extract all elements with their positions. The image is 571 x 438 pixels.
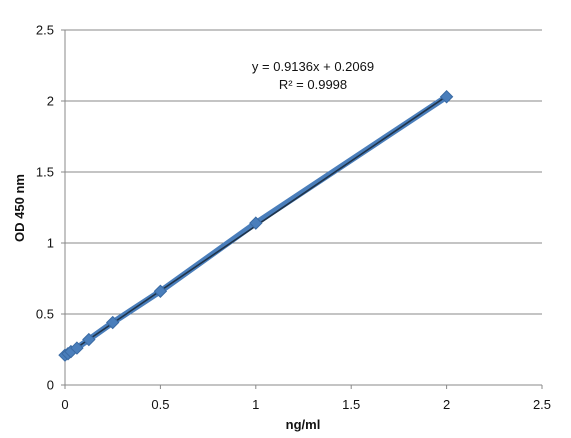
data-point xyxy=(439,90,454,104)
axes xyxy=(61,29,543,389)
data-points xyxy=(58,90,454,362)
trendline-equation: y = 0.9136x + 0.2069 xyxy=(252,59,374,74)
y-tick-label: 2.5 xyxy=(36,23,54,38)
y-tick-label: 0 xyxy=(47,378,54,393)
data-point xyxy=(249,216,263,230)
grid-lines xyxy=(65,29,542,315)
r-squared-label: R² = 0.9998 xyxy=(279,77,347,92)
data-point xyxy=(82,332,96,347)
y-tick-label: 1.5 xyxy=(36,165,54,180)
x-axis-title: ng/ml xyxy=(286,417,321,432)
tick-labels: 0 0.5 1 1.5 2 2.5 0 0.5 1 1.5 2 2.5 xyxy=(36,23,551,413)
y-tick-label: 0.5 xyxy=(36,307,54,322)
data-point xyxy=(70,341,84,355)
x-tick-label: 1 xyxy=(252,397,259,412)
x-tick-label: 2.5 xyxy=(533,397,551,412)
x-tick-label: 0.5 xyxy=(151,397,169,412)
y-axis-title: OD 450 nm xyxy=(12,174,27,242)
x-tick-label: 1.5 xyxy=(342,397,360,412)
data-point xyxy=(153,284,168,298)
x-tick-label: 2 xyxy=(443,397,450,412)
y-tick-label: 1 xyxy=(47,236,54,251)
data-point xyxy=(105,315,120,330)
x-tick-label: 0 xyxy=(61,397,68,412)
y-tick-label: 2 xyxy=(47,94,54,109)
